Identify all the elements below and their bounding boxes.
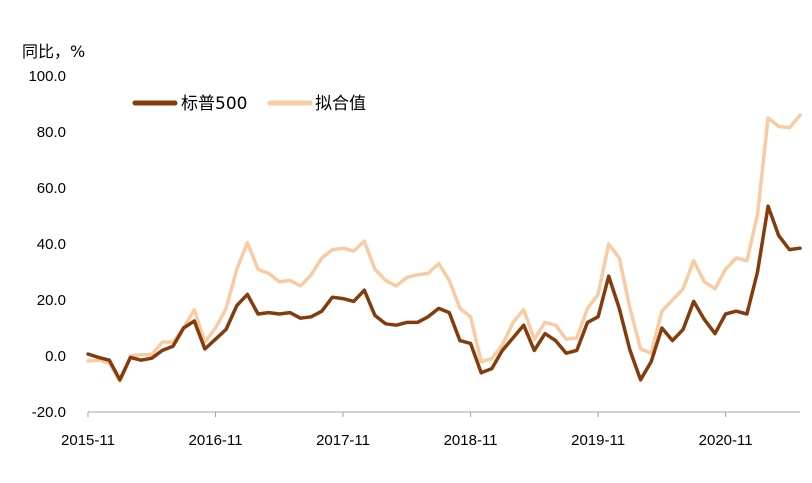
series-line-fitted	[86, 113, 802, 383]
y-tick-label: 100.0	[28, 68, 66, 85]
y-tick-label: 20.0	[37, 292, 66, 309]
legend: 标普500 拟合值	[132, 94, 366, 114]
x-tick-label: 2019-11	[571, 432, 625, 449]
y-tick-label: 0.0	[45, 348, 66, 365]
y-tick-label: -20.0	[32, 404, 66, 421]
y-axis: -20.0 0.0 20.0 40.0 60.0 80.0 100.0	[28, 68, 66, 421]
x-tick-label: 2020-11	[699, 432, 753, 449]
x-axis: 2015-11 2016-11 2017-11 2018-11 2019-11 2020-…	[61, 412, 753, 449]
series-line-sp500	[86, 204, 802, 382]
y-tick-label: 60.0	[37, 180, 66, 197]
x-tick-label: 2015-11	[61, 432, 115, 449]
y-tick-label: 80.0	[37, 124, 66, 141]
legend-label-sp500: 标普500	[181, 94, 247, 114]
x-tick-label: 2018-11	[444, 432, 498, 449]
y-tick-label: 40.0	[37, 236, 66, 253]
series-lines	[86, 113, 802, 383]
legend-label-fitted: 拟合值	[315, 94, 366, 114]
x-tick-label: 2017-11	[316, 432, 370, 449]
y-axis-unit-label: 同比，%	[22, 42, 85, 61]
x-tick-label: 2016-11	[189, 432, 243, 449]
